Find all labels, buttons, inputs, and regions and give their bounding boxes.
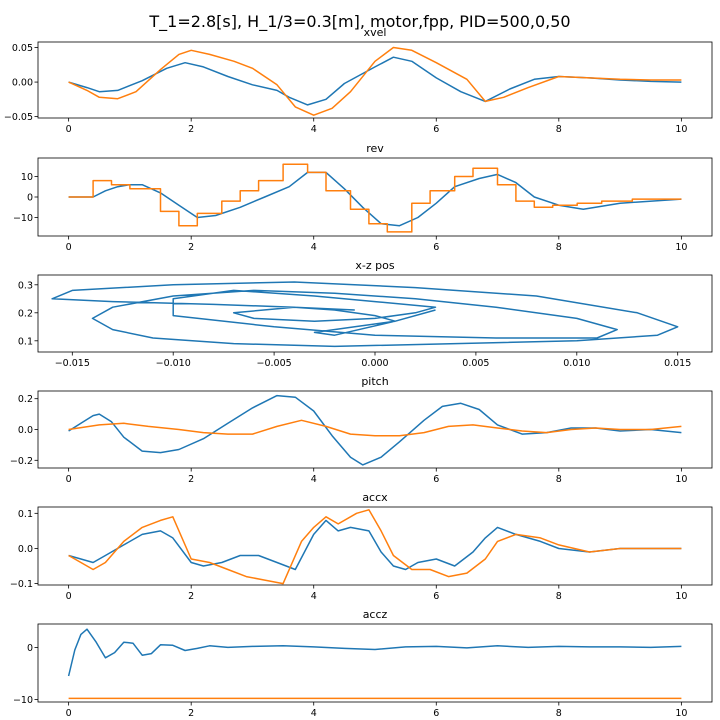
x-tick-label: 10 — [675, 591, 687, 602]
subplot-title: accz — [363, 608, 388, 621]
subplot-title: xvel — [364, 26, 387, 39]
x-tick-label: 8 — [556, 708, 562, 719]
subplot-rev: rev 0 2 4 6 8 10 −10 0 10 — [13, 142, 713, 253]
x-tick-label: 10 — [675, 474, 687, 485]
x-tick-label: 0.000 — [361, 358, 388, 369]
x-tick-label: 10 — [675, 708, 687, 719]
y-tick-label: 0.05 — [12, 43, 33, 54]
series-group — [68, 163, 682, 233]
x-tick-label: 2 — [188, 708, 194, 719]
x-tick-label: 6 — [433, 591, 439, 602]
axes-frame — [37, 623, 713, 703]
y-tick-label: −0.2 — [10, 456, 33, 467]
series-line-1 — [68, 171, 682, 227]
x-tick-label: 0 — [66, 591, 72, 602]
x-tick-label: 2 — [188, 124, 194, 135]
x-tick-label: 8 — [556, 242, 562, 253]
y-tick-label: −10 — [13, 213, 33, 224]
axes-frame — [37, 41, 713, 119]
series-group — [68, 509, 682, 585]
y-tick-label: 0.2 — [18, 394, 33, 405]
y-tick-label: 0.2 — [18, 308, 33, 319]
x-tick-label: 0.005 — [462, 358, 489, 369]
series-line-2 — [68, 419, 682, 437]
subplot-accz: accz 0 2 4 6 8 10 −10 0 — [13, 608, 713, 719]
series-line-1 — [51, 281, 679, 348]
x-tick-label: 0.015 — [664, 358, 691, 369]
x-tick-label: 10 — [675, 124, 687, 135]
x-tick-label: 4 — [311, 474, 317, 485]
x-tick-label: 6 — [433, 124, 439, 135]
y-tick-label: −0.05 — [4, 112, 33, 123]
x-tick-label: −0.010 — [156, 358, 191, 369]
x-tick-label: 8 — [556, 124, 562, 135]
y-tick-label: −0.1 — [10, 579, 33, 590]
subplot-title: accx — [362, 491, 388, 504]
y-tick-label: 0.0 — [18, 544, 33, 555]
x-tick-label: 4 — [311, 124, 317, 135]
x-tick-label: 6 — [433, 708, 439, 719]
x-tick-label: 0 — [66, 242, 72, 253]
y-tick-label: 0.1 — [18, 509, 33, 520]
x-tick-label: −0.005 — [257, 358, 292, 369]
y-tick-label: 0.00 — [12, 78, 33, 89]
x-tick-label: 0 — [66, 708, 72, 719]
series-group — [68, 46, 682, 116]
series-line-1 — [67, 628, 682, 677]
y-tick-label: 0.3 — [18, 280, 33, 291]
axes-frame — [37, 506, 713, 586]
y-tick-label: 10 — [21, 172, 33, 183]
subplot-accx: accx 0 2 4 6 8 10 −0.1 0.0 0.1 — [10, 491, 713, 602]
y-tick-label: 0 — [27, 643, 33, 654]
y-tick-label: 0 — [27, 193, 33, 204]
x-tick-label: 8 — [556, 474, 562, 485]
x-tick-label: 0 — [66, 474, 72, 485]
x-tick-label: 6 — [433, 242, 439, 253]
subplot-title: x-z pos — [355, 259, 394, 272]
x-tick-label: 2 — [188, 591, 194, 602]
x-tick-label: 10 — [675, 242, 687, 253]
subplot-x-z-pos: x-z pos −0.015 −0.010 −0.005 0.000 0.005 0.010… — [18, 259, 713, 369]
figure-title: T_1=2.8[s], H_1/3=0.3[m], motor,fpp, PID… — [148, 12, 570, 32]
x-tick-label: −0.015 — [55, 358, 90, 369]
series-line-2 — [68, 163, 682, 233]
x-tick-label: 2 — [188, 474, 194, 485]
series-group — [67, 628, 682, 700]
x-tick-label: 4 — [311, 591, 317, 602]
subplot-title: pitch — [361, 375, 388, 388]
x-tick-label: 4 — [311, 708, 317, 719]
x-tick-label: 0.010 — [563, 358, 590, 369]
subplot-title: rev — [366, 142, 384, 155]
y-tick-label: −10 — [13, 695, 33, 706]
series-line-2 — [68, 46, 682, 116]
x-tick-label: 8 — [556, 591, 562, 602]
x-tick-label: 4 — [311, 242, 317, 253]
series-group — [68, 394, 682, 466]
y-tick-label: 0.1 — [18, 336, 33, 347]
subplot-pitch: pitch 0 2 4 6 8 10 −0.2 0.0 0.2 — [10, 375, 713, 485]
series-group — [51, 281, 679, 348]
subplot-xvel: xvel 0 2 4 6 8 10 −0.05 0.00 0.05 — [4, 26, 713, 135]
x-tick-label: 2 — [188, 242, 194, 253]
y-tick-label: 0.0 — [18, 425, 33, 436]
series-line-2 — [68, 509, 682, 585]
x-tick-label: 0 — [66, 124, 72, 135]
x-tick-label: 6 — [433, 474, 439, 485]
